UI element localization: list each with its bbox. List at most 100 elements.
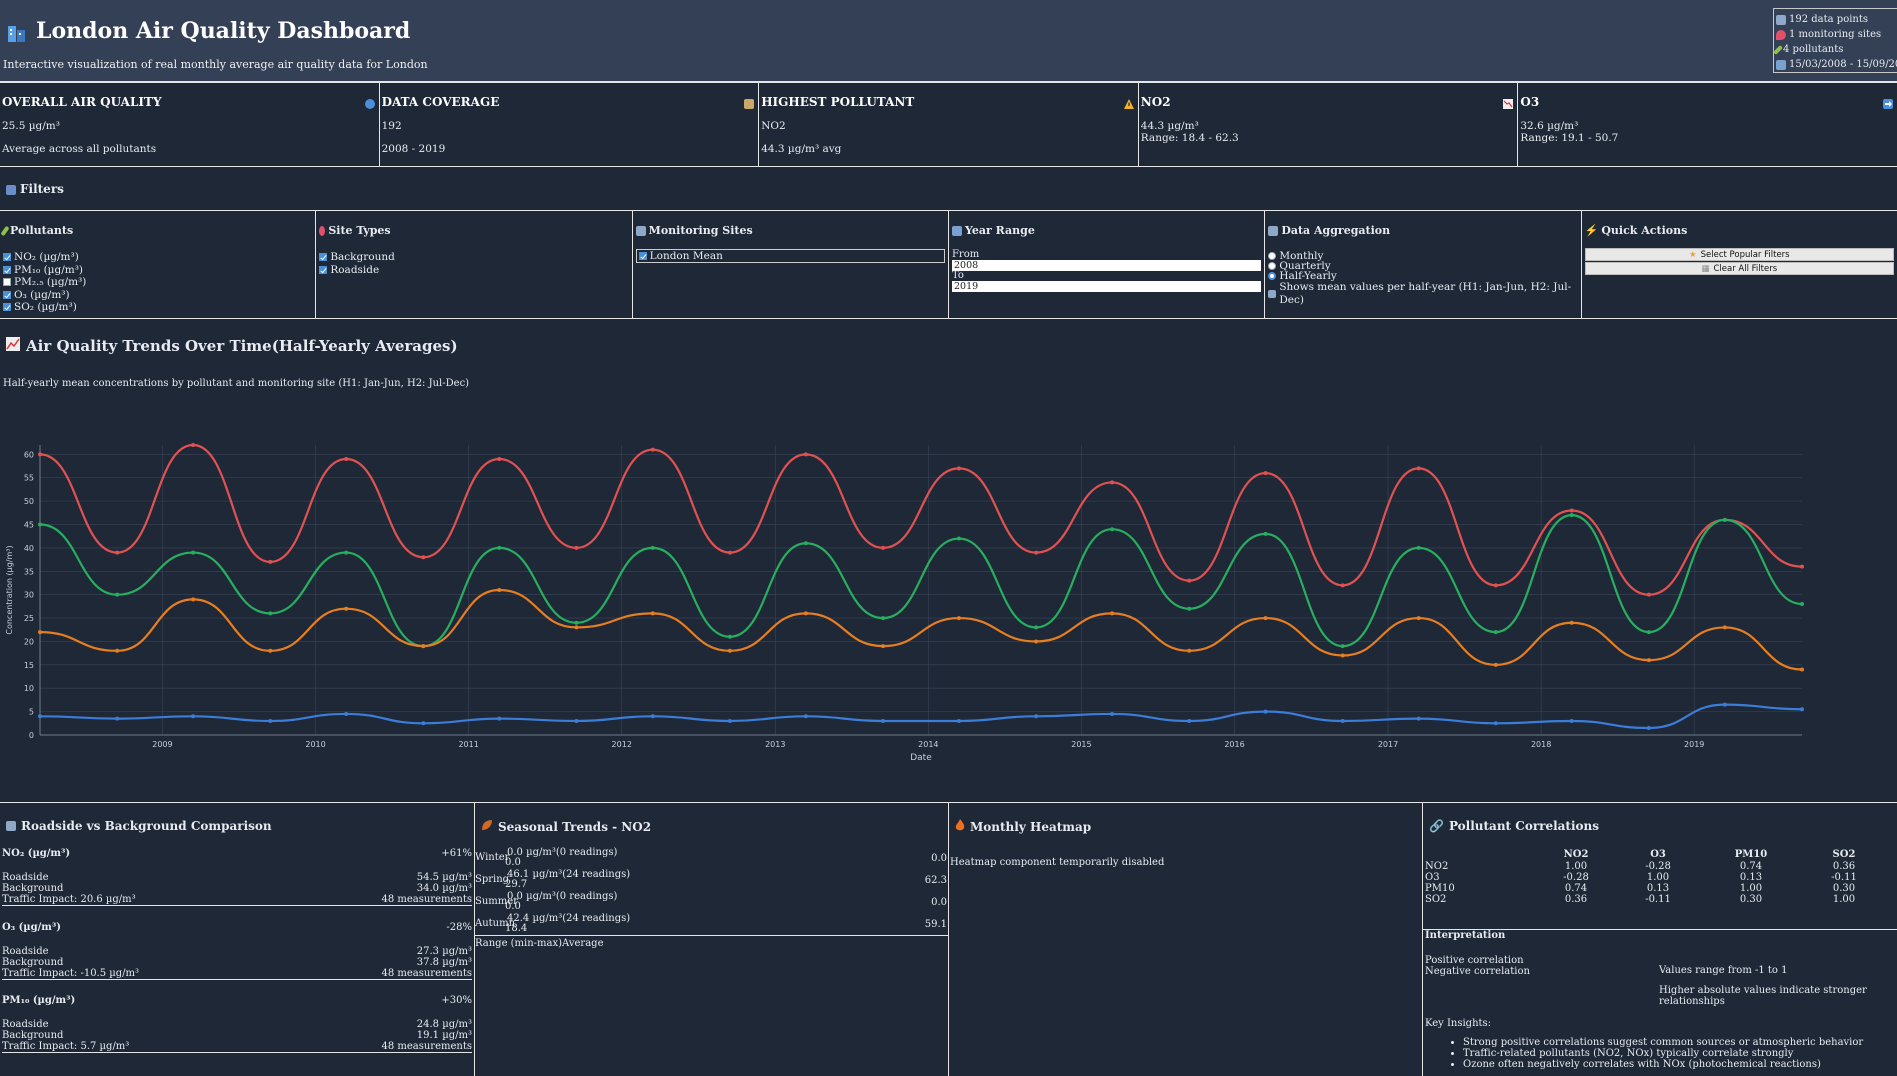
data-point	[1340, 583, 1345, 588]
stat-card-o3: O3 32.6 µg/m³ Range: 19.1 - 50.7	[1518, 82, 1897, 166]
correlation-table: NO2 O3 PM10 SO2 NO2 1.00 -0.28 0.74 0.36 O3 -0.28 1…	[1425, 848, 1885, 905]
radio-button[interactable]	[1268, 272, 1277, 280]
data-point	[497, 588, 502, 592]
data-point	[1034, 550, 1039, 555]
pollutant-option[interactable]: O₃ (µg/m³)	[3, 289, 312, 302]
data-point	[191, 714, 196, 719]
select-popular-filters-button[interactable]: ★ Select Popular Filters	[1584, 248, 1894, 261]
data-point	[1569, 513, 1574, 518]
correlation-column-header: PM10	[1734, 849, 1768, 860]
data-point	[881, 644, 886, 649]
data-point	[1263, 471, 1268, 476]
data-point	[1722, 517, 1727, 522]
correlation-cell: 0.74	[1739, 861, 1763, 872]
trend-line-chart[interactable]: 0 5 10 15 20 25 30 35 40 45 50 55 60 2009 2010 2011 2012…	[0, 415, 1897, 803]
star-icon: ★	[1689, 249, 1697, 260]
correlation-cell: 0.30	[1739, 894, 1763, 905]
site-option-london-mean[interactable]: London Mean	[635, 249, 945, 263]
bar-chart-icon	[1268, 225, 1279, 236]
data-point	[1646, 592, 1651, 597]
data-point	[956, 718, 961, 723]
checkbox[interactable]	[638, 252, 647, 260]
pollutant-option[interactable]: PM₂.₅ (µg/m³)	[3, 276, 312, 289]
seasonal-legend-text: Range (min-max)Average	[475, 938, 604, 949]
roadside-row: Roadside 27.3 µg/m³	[2, 946, 472, 957]
insight-item: Strong positive correlations suggest com…	[1463, 1037, 1893, 1048]
checkbox[interactable]	[3, 253, 11, 262]
checkbox[interactable]	[3, 303, 11, 312]
data-point	[268, 718, 273, 723]
correlation-title: 🔗 Pollutant Correlations	[1429, 819, 1600, 833]
comparison-item: NO₂ (µg/m³) +61% Roadside 54.5 µg/m³ Backgro…	[2, 848, 472, 906]
y-tick-label: 0	[29, 731, 34, 740]
season-min: 0.0	[505, 857, 521, 868]
correlation-row: NO2 1.00 -0.28 0.74 0.36	[1425, 861, 1885, 872]
checkbox[interactable]	[3, 278, 11, 287]
correlation-cell: 0.30	[1832, 883, 1856, 894]
pollutant-name: PM₁₀ (µg/m³)	[2, 995, 76, 1006]
trend-down-icon	[1503, 99, 1514, 109]
correlation-row: O3 -0.28 1.00 0.13 -0.11	[1425, 872, 1885, 883]
season-max: 0.0	[931, 897, 947, 908]
measurement-count: 48 measurements	[381, 968, 472, 979]
interpretation-title: Interpretation	[1425, 930, 1506, 941]
season-label: Winter	[475, 852, 510, 863]
data-point	[803, 452, 808, 457]
radio-button[interactable]	[1268, 262, 1277, 270]
data-point	[650, 714, 655, 719]
series-line	[39, 588, 1803, 671]
traffic-impact: Traffic Impact: 20.6 µg/m³	[2, 894, 136, 905]
pollutant-label: PM₂.₅ (µg/m³)	[14, 276, 87, 288]
correlation-cell: -0.11	[1831, 872, 1857, 883]
year-to-input[interactable]: 2019	[951, 281, 1262, 292]
clear-all-filters-button[interactable]: ▦ Clear All Filters	[1584, 262, 1894, 275]
site-type-label: Roadside	[330, 263, 380, 276]
page-subtitle: Interactive visualization of real monthl…	[3, 58, 428, 71]
season-row: Spring 46.1 µg/m³(24 readings) 29.7 62.3	[475, 869, 948, 891]
data-point	[1646, 630, 1651, 635]
pollutant-option[interactable]: NO₂ (µg/m³)	[3, 251, 312, 264]
pollutant-option[interactable]: PM₁₀ (µg/m³)	[3, 264, 312, 277]
checkbox[interactable]	[319, 253, 328, 262]
site-type-option[interactable]: Background	[319, 251, 628, 264]
year-from-input[interactable]: 2008	[951, 260, 1262, 271]
site-type-option[interactable]: Roadside	[319, 264, 628, 277]
stat-title: OVERALL AIR QUALITY	[2, 95, 162, 109]
aggregation-label: Half-Yearly	[1279, 270, 1337, 282]
traffic-impact: Traffic Impact: 5.7 µg/m³	[2, 1041, 130, 1052]
correlation-cell: SO2	[1425, 894, 1447, 905]
data-point	[1416, 466, 1421, 471]
stat-detail: Average across all pollutants	[2, 143, 157, 155]
data-point	[1800, 564, 1804, 569]
data-point	[115, 648, 120, 653]
aggregation-option[interactable]: Quarterly	[1268, 261, 1577, 271]
data-point	[1187, 606, 1192, 611]
x-tick-label: 2010	[305, 740, 325, 749]
data-point	[1493, 662, 1498, 667]
data-point	[344, 550, 349, 555]
aggregation-option[interactable]: Monthly	[1268, 251, 1577, 261]
aggregation-option[interactable]: Half-Yearly	[1268, 271, 1577, 281]
data-point	[1416, 716, 1421, 721]
season-label: Autumn	[475, 918, 516, 929]
percent-diff: -28%	[446, 922, 472, 933]
correlation-panel: 🔗 Pollutant Correlations NO2 O3 PM10 SO2 NO2 1…	[1423, 803, 1897, 1076]
lightning-icon: ⚡	[1584, 224, 1599, 237]
comparison-header: NO₂ (µg/m³) +61%	[2, 848, 472, 859]
bar-chart-icon	[1268, 289, 1277, 298]
radio-button[interactable]	[1268, 252, 1277, 260]
correlation-table-wrap: NO2 O3 PM10 SO2 NO2 1.00 -0.28 0.74 0.36 O3 -0.28 1…	[1425, 848, 1885, 905]
data-point	[803, 714, 808, 719]
pin-icon	[1776, 29, 1786, 40]
data-point	[1340, 653, 1345, 658]
fire-icon	[955, 819, 965, 834]
filter-aggregation: Data Aggregation Monthly Quarterly Half-Ye…	[1265, 211, 1582, 318]
correlation-column-header: NO2	[1563, 849, 1589, 860]
data-point	[956, 466, 961, 471]
checkbox[interactable]	[3, 265, 11, 274]
checkbox[interactable]	[319, 265, 328, 274]
checkbox[interactable]	[3, 290, 11, 299]
data-point	[421, 644, 426, 649]
pollutant-option[interactable]: SO₂ (µg/m³)	[3, 301, 312, 314]
filter-sites: Monitoring Sites London Mean	[633, 211, 949, 318]
